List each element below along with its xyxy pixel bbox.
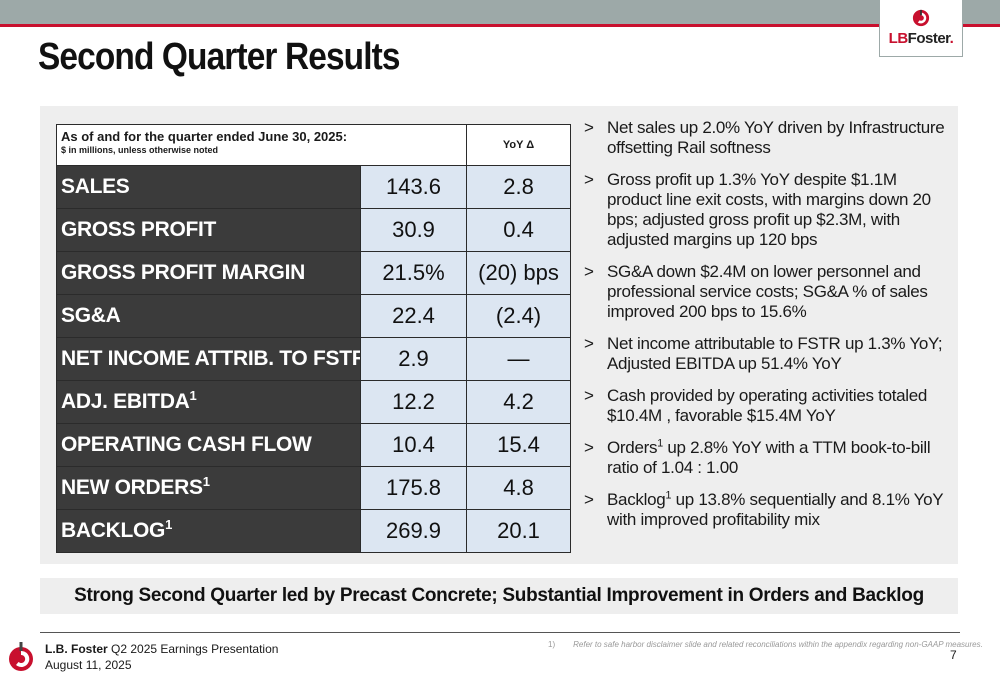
metric-label: GROSS PROFIT	[56, 208, 361, 252]
metric-yoy-change: 4.8	[466, 466, 572, 510]
company-logo: LBFoster.	[879, 0, 963, 57]
highlight-bullet: > Gross profit up 1.3% YoY despite $1.1M …	[584, 170, 931, 249]
highlight-bullet: > Net sales up 2.0% YoY driven by Infrast…	[584, 118, 945, 157]
yoy-header: YoY Δ	[466, 124, 572, 166]
footer-presentation-name: L.B. Foster Q2 2025 Earnings Presentatio…	[45, 642, 279, 656]
metric-label: OPERATING CASH FLOW	[56, 423, 361, 467]
table-body: SALES 143.6 2.8 GROSS PROFIT 30.9 0.4 GROSS PR…	[56, 165, 572, 553]
bullet-marker: >	[584, 438, 594, 457]
bullet-marker: >	[584, 490, 594, 509]
metric-value: 10.4	[359, 423, 468, 467]
table-header-title: As of and for the quarter ended June 30,…	[61, 129, 348, 144]
page-title: Second Quarter Results	[38, 36, 400, 78]
bullet-marker: >	[584, 262, 594, 281]
footnote: 1) Refer to safe harbor disclaimer slide …	[548, 640, 983, 649]
lb-foster-footer-logo-icon	[9, 642, 33, 671]
bullet-marker: >	[584, 386, 594, 405]
metric-label: GROSS PROFIT MARGIN	[56, 251, 361, 295]
table-header-subtitle: $ in millions, unless otherwise noted	[61, 145, 219, 155]
page-number: 7	[950, 648, 957, 662]
highlight-bullet: > Orders1 up 2.8% YoY with a TTM book-to-…	[584, 437, 931, 477]
table-row: GROSS PROFIT MARGIN 21.5% (20) bps	[56, 251, 572, 295]
lb-foster-logo-icon	[912, 9, 930, 27]
metric-label: NET INCOME ATTRIB. TO FSTR	[56, 337, 361, 381]
metric-value: 21.5%	[359, 251, 468, 295]
table-row: SG&A 22.4 (2.4)	[56, 294, 572, 338]
table-row: NEW ORDERS1 175.8 4.8	[56, 466, 572, 510]
highlight-bullet: > SG&A down $2.4M on lower personnel and …	[584, 262, 928, 321]
metric-value: 22.4	[359, 294, 468, 338]
highlight-bullet: > Cash provided by operating activities t…	[584, 386, 928, 425]
metric-value: 30.9	[359, 208, 468, 252]
metric-yoy-change: —	[466, 337, 572, 381]
top-accent-line	[0, 24, 1000, 27]
highlight-bullet: > Net income attributable to FSTR up 1.3%…	[584, 334, 943, 373]
metric-label: NEW ORDERS1	[56, 466, 361, 510]
footer-divider	[40, 632, 960, 633]
table-row: OPERATING CASH FLOW 10.4 15.4	[56, 423, 572, 467]
metric-label: SG&A	[56, 294, 361, 338]
metric-yoy-change: (2.4)	[466, 294, 572, 338]
metric-label: BACKLOG1	[56, 509, 361, 553]
footer-date: August 11, 2025	[45, 658, 132, 672]
metric-label: ADJ. EBITDA1	[56, 380, 361, 424]
metric-yoy-change: 2.8	[466, 165, 572, 209]
metric-value: 175.8	[359, 466, 468, 510]
top-bar	[0, 0, 1000, 24]
highlight-bullet: > Backlog1 up 13.8% sequentially and 8.1%…	[584, 489, 944, 529]
metric-yoy-change: 20.1	[466, 509, 572, 553]
table-row: NET INCOME ATTRIB. TO FSTR 2.9—	[56, 337, 572, 381]
bullet-marker: >	[584, 170, 594, 189]
table-row: BACKLOG1 269.9 20.1	[56, 509, 572, 553]
bullet-marker: >	[584, 334, 594, 353]
bullet-marker: >	[584, 118, 594, 137]
table-row: GROSS PROFIT 30.9 0.4	[56, 208, 572, 252]
metric-yoy-change: (20) bps	[466, 251, 572, 295]
table-row: SALES 143.6 2.8	[56, 165, 572, 209]
metric-value: 269.9	[359, 509, 468, 553]
metric-value: 12.2	[359, 380, 468, 424]
table-row: ADJ. EBITDA1 12.2 4.2	[56, 380, 572, 424]
highlights-list: > Net sales up 2.0% YoY driven by Infrast…	[580, 118, 950, 542]
metric-value: 2.9	[359, 337, 468, 381]
table-header-row: As of and for the quarter ended June 30,…	[55, 124, 572, 166]
metric-yoy-change: 4.2	[466, 380, 572, 424]
metric-label: SALES	[56, 165, 361, 209]
metric-yoy-change: 15.4	[466, 423, 572, 467]
metric-value: 143.6	[359, 165, 468, 209]
results-table: As of and for the quarter ended June 30,…	[55, 124, 572, 553]
table-header-cell: As of and for the quarter ended June 30,…	[55, 124, 468, 166]
logo-wordmark: LBFoster.	[888, 30, 954, 47]
metric-yoy-change: 0.4	[466, 208, 572, 252]
summary-banner: Strong Second Quarter led by Precast Con…	[40, 578, 958, 614]
